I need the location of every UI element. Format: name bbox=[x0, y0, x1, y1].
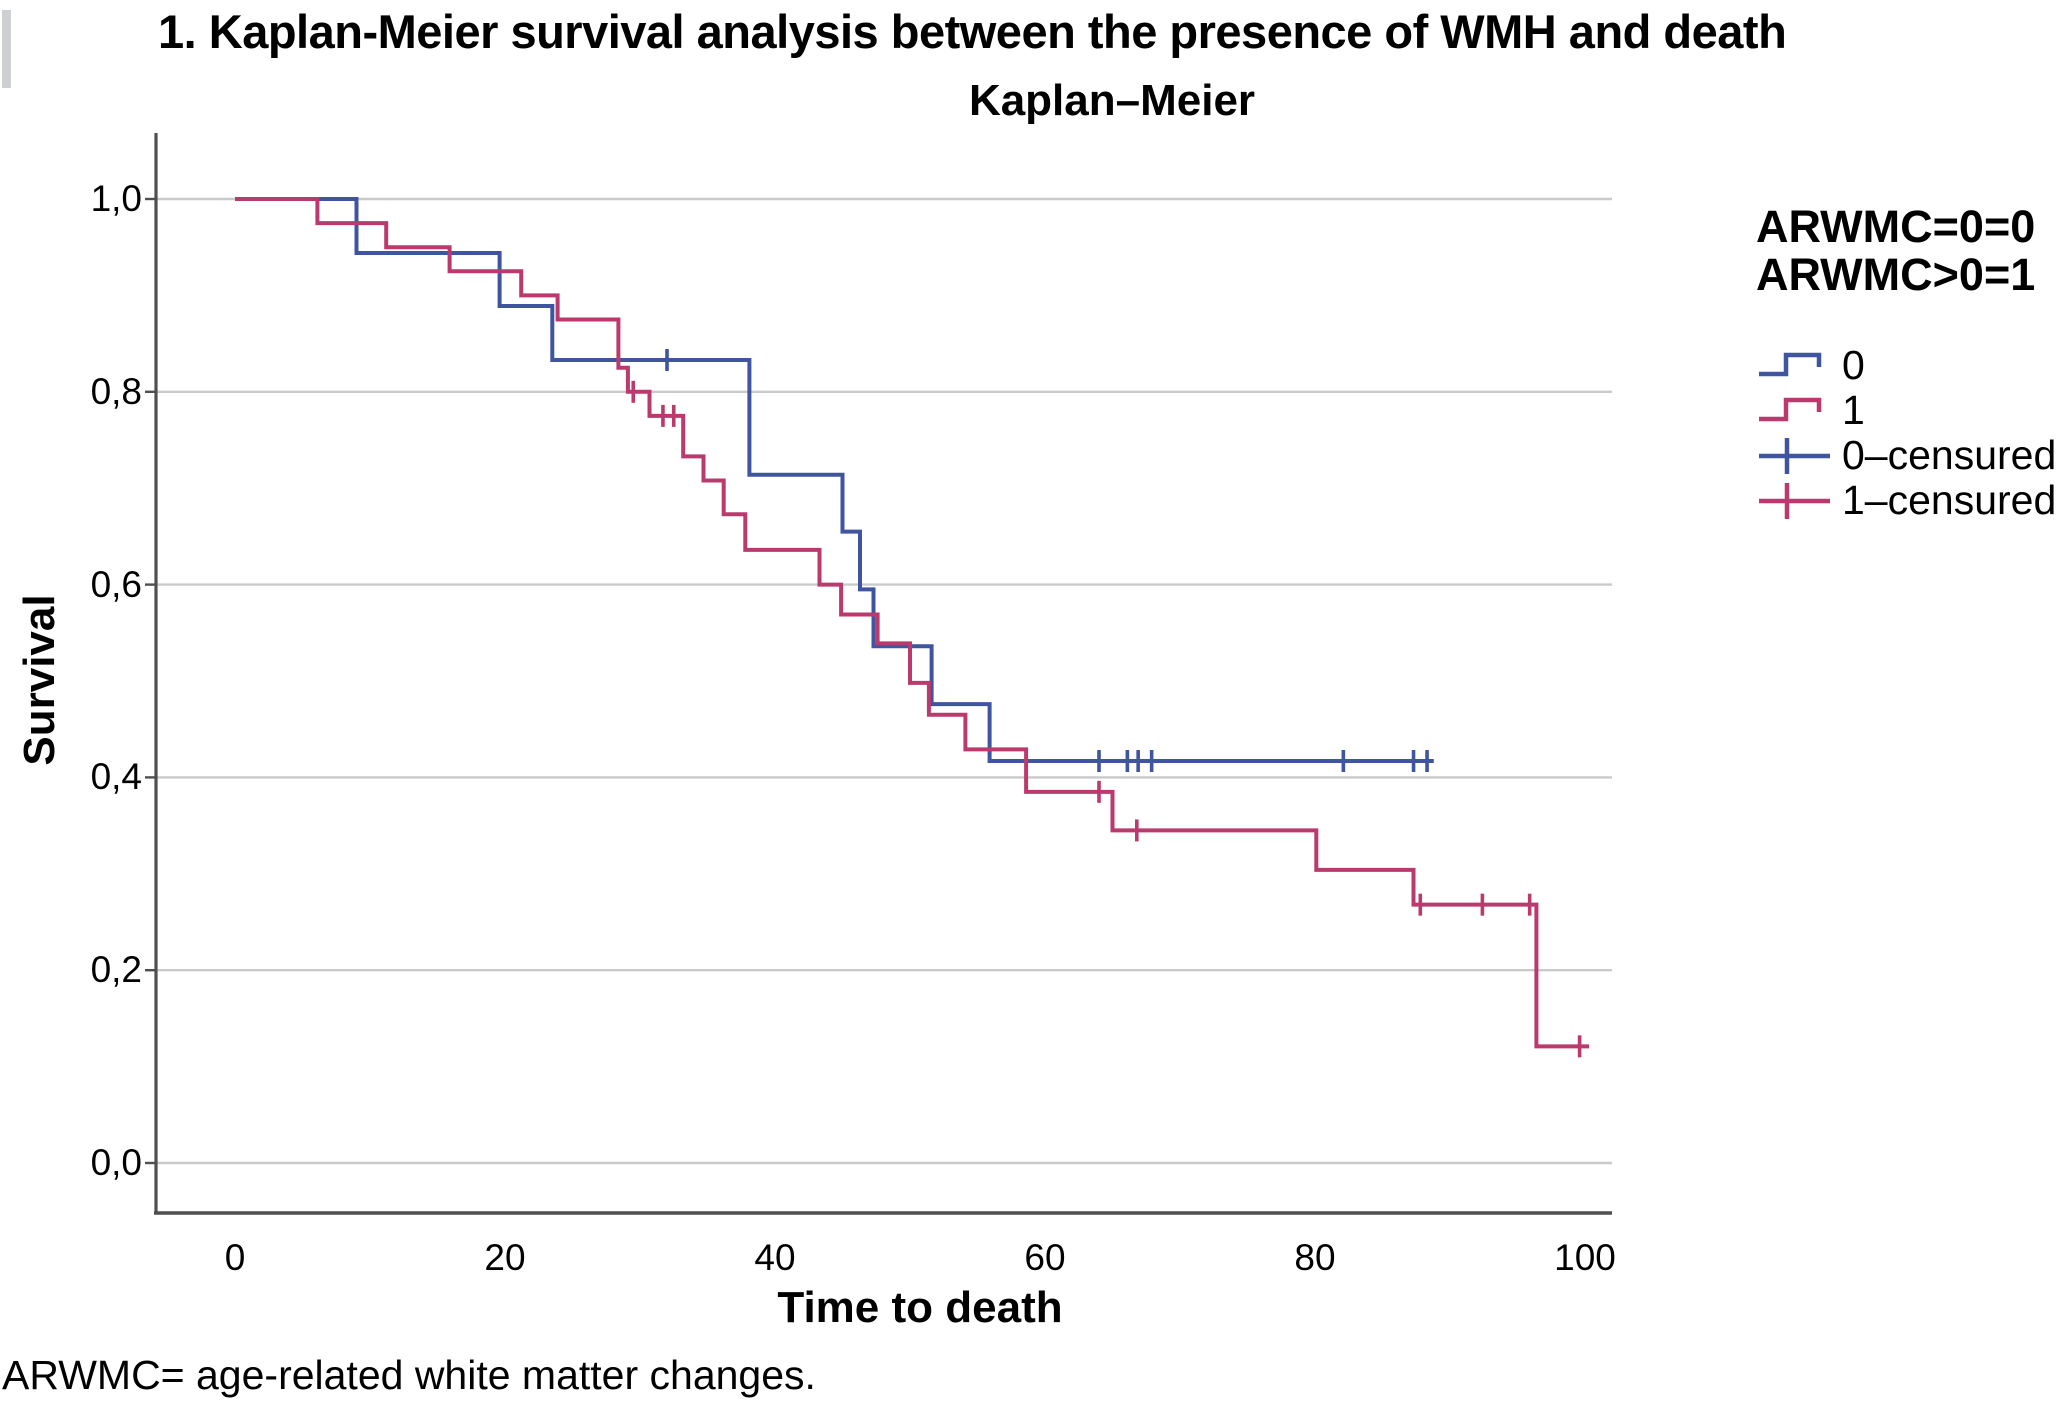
legend-item-label: 1–censured bbox=[1842, 477, 2056, 523]
x-tick-label: 80 bbox=[1294, 1237, 1336, 1278]
legend-item-1–censured: 1–censured bbox=[1756, 477, 2056, 523]
step-line-shape bbox=[1759, 352, 1822, 376]
step-line-shape bbox=[1759, 397, 1822, 421]
censor-plus-icon bbox=[1759, 437, 1830, 474]
survival-curve-group-0 bbox=[235, 197, 1434, 763]
screenshot-artifact-bar bbox=[2, 10, 11, 88]
y-tick-label: 0,4 bbox=[90, 756, 142, 798]
legend-item-0–censured: 0–censured bbox=[1756, 432, 2056, 478]
legend-item-0: 0 bbox=[1756, 342, 2056, 388]
x-tick-label: 0 bbox=[224, 1237, 246, 1278]
step-line-icon bbox=[1759, 352, 1822, 376]
legend-item-label: 0–censured bbox=[1842, 432, 2056, 478]
y-tick-label: 1,0 bbox=[90, 178, 142, 219]
y-tick-label: 0,0 bbox=[90, 1142, 142, 1183]
survival-curve-group-1 bbox=[235, 197, 1589, 1049]
x-tick-label: 40 bbox=[754, 1237, 796, 1278]
legend-heading-line1: ARWMC=0=0 bbox=[1756, 201, 2036, 252]
x-tick-label: 20 bbox=[484, 1237, 526, 1278]
censor-plus-icon bbox=[1759, 482, 1830, 519]
x-tick-label: 60 bbox=[1024, 1237, 1066, 1278]
legend-heading: ARWMC=0=0 ARWMC>0=1 bbox=[1756, 203, 2056, 299]
y-tick-label: 0,2 bbox=[90, 949, 142, 991]
footnote: ARWMC= age-related white matter changes. bbox=[2, 1352, 816, 1398]
legend-item-label: 0 bbox=[1842, 342, 1865, 388]
y-tick-label: 0,6 bbox=[90, 563, 142, 605]
legend: ARWMC=0=0 ARWMC>0=1 0 1 0–censured 1–censur… bbox=[1756, 203, 2056, 524]
step-line-icon bbox=[1759, 397, 1822, 421]
legend-heading-line2: ARWMC>0=1 bbox=[1756, 249, 2036, 300]
page-title: 1. Kaplan-Meier survival analysis betwee… bbox=[158, 5, 1787, 58]
legend-item-list: 0 1 0–censured 1–censured bbox=[1756, 342, 2056, 523]
x-axis-title: Time to death bbox=[777, 1283, 1063, 1332]
y-tick-label: 0,8 bbox=[90, 370, 142, 412]
legend-item-1: 1 bbox=[1756, 387, 2056, 433]
x-tick-label: 100 bbox=[1554, 1237, 1616, 1278]
chart-title: Kaplan–Meier bbox=[968, 76, 1256, 125]
legend-item-label: 1 bbox=[1842, 387, 1865, 433]
